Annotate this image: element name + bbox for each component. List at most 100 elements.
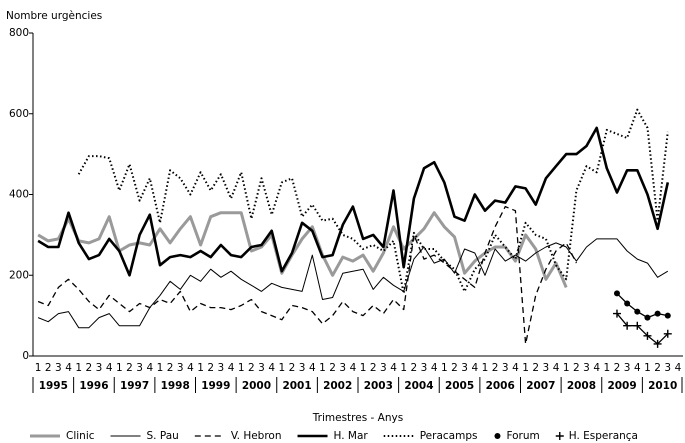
year-label: 2005 xyxy=(445,380,474,392)
year-label: 2001 xyxy=(282,380,311,392)
y-tick-label: 600 xyxy=(9,108,29,120)
x-tick-label: 2 xyxy=(614,362,621,374)
x-tick-label: 4 xyxy=(65,362,72,374)
x-tick-label: 1 xyxy=(197,362,204,374)
year-label: 2004 xyxy=(404,380,433,392)
x-tick-label: 2 xyxy=(532,362,539,374)
x-tick-label: 4 xyxy=(675,362,682,374)
y-tick-label: 400 xyxy=(9,189,29,201)
marker xyxy=(663,329,672,338)
x-tick-label: 4 xyxy=(268,362,275,374)
x-tick-label: 1 xyxy=(482,362,489,374)
year-label: 2008 xyxy=(567,380,596,392)
marker xyxy=(634,308,641,315)
series-line xyxy=(77,108,669,295)
y-tick-label: 0 xyxy=(22,350,29,362)
x-tick-label: 4 xyxy=(146,362,153,374)
x-tick-label: 4 xyxy=(350,362,357,374)
year-label: 2010 xyxy=(648,380,677,392)
x-tick-label: 1 xyxy=(360,362,367,374)
x-tick-label: 1 xyxy=(75,362,82,374)
x-tick-label: 3 xyxy=(624,362,631,374)
x-tick-label: 2 xyxy=(492,362,499,374)
year-label: 1998 xyxy=(161,380,190,392)
series-line xyxy=(37,126,670,277)
x-tick-label: 4 xyxy=(553,362,560,374)
x-axis-title: Trimestres - Anys xyxy=(312,412,403,424)
x-tick-label: 2 xyxy=(167,362,174,374)
x-tick-label: 3 xyxy=(177,362,184,374)
x-tick-label: 2 xyxy=(451,362,458,374)
marker xyxy=(643,331,652,340)
marker xyxy=(633,321,642,330)
legend-label: Forum xyxy=(506,430,539,442)
year-label: 2003 xyxy=(364,380,393,392)
x-tick-label: 4 xyxy=(106,362,113,374)
x-tick-label: 1 xyxy=(238,362,245,374)
x-tick-label: 1 xyxy=(400,362,407,374)
series-line xyxy=(37,211,568,288)
year-label: 2006 xyxy=(486,380,515,392)
marker xyxy=(613,290,620,297)
x-tick-label: 4 xyxy=(309,362,316,374)
x-tick-label: 1 xyxy=(522,362,529,374)
legend-label: Clinic xyxy=(66,430,95,442)
year-label: 1995 xyxy=(39,380,68,392)
marker xyxy=(653,339,662,348)
x-tick-label: 1 xyxy=(116,362,123,374)
x-tick-label: 3 xyxy=(502,362,509,374)
year-label: 1996 xyxy=(79,380,108,392)
x-tick-label: 1 xyxy=(563,362,570,374)
year-label: 1999 xyxy=(201,380,230,392)
x-tick-label: 1 xyxy=(441,362,448,374)
x-tick-label: 3 xyxy=(664,362,671,374)
x-tick-label: 3 xyxy=(421,362,428,374)
x-tick-label: 1 xyxy=(35,362,42,374)
x-tick-label: 1 xyxy=(157,362,164,374)
legend-label: H. Esperança xyxy=(569,430,638,442)
x-tick-label: 4 xyxy=(593,362,600,374)
x-tick-label: 4 xyxy=(471,362,478,374)
x-tick-label: 3 xyxy=(96,362,103,374)
x-tick-label: 2 xyxy=(86,362,93,374)
marker xyxy=(623,321,632,330)
x-tick-label: 1 xyxy=(644,362,651,374)
x-tick-label: 1 xyxy=(278,362,285,374)
year-label: 2007 xyxy=(526,380,555,392)
x-tick-label: 3 xyxy=(258,362,265,374)
x-tick-label: 1 xyxy=(319,362,326,374)
x-tick-label: 2 xyxy=(370,362,377,374)
x-tick-label: 2 xyxy=(248,362,255,374)
x-tick-label: 4 xyxy=(634,362,641,374)
year-label: 2009 xyxy=(607,380,636,392)
x-tick-label: 3 xyxy=(136,362,143,374)
legend-label: Peracamps xyxy=(420,430,478,442)
series-line xyxy=(616,313,669,345)
y-tick-label: 200 xyxy=(9,269,29,281)
x-tick-label: 3 xyxy=(55,362,62,374)
year-label: 2002 xyxy=(323,380,352,392)
series-line xyxy=(37,205,577,345)
x-tick-label: 4 xyxy=(187,362,194,374)
x-tick-label: 2 xyxy=(207,362,214,374)
x-tick-label: 3 xyxy=(461,362,468,374)
x-tick-label: 2 xyxy=(289,362,296,374)
x-tick-label: 2 xyxy=(411,362,418,374)
marker xyxy=(624,300,631,307)
x-tick-label: 3 xyxy=(543,362,550,374)
legend-swatch xyxy=(494,433,501,439)
x-tick-label: 3 xyxy=(380,362,387,374)
legend-label: H. Mar xyxy=(334,430,369,442)
legend-swatch xyxy=(555,432,564,440)
x-tick-label: 2 xyxy=(573,362,580,374)
x-tick-label: 2 xyxy=(654,362,661,374)
y-axis-title: Nombre urgències xyxy=(6,10,102,22)
marker xyxy=(612,309,621,318)
x-tick-label: 2 xyxy=(45,362,52,374)
series-line xyxy=(37,238,669,329)
y-tick-label: 800 xyxy=(9,27,29,39)
x-tick-label: 2 xyxy=(329,362,336,374)
x-tick-label: 1 xyxy=(603,362,610,374)
x-tick-label: 4 xyxy=(431,362,438,374)
